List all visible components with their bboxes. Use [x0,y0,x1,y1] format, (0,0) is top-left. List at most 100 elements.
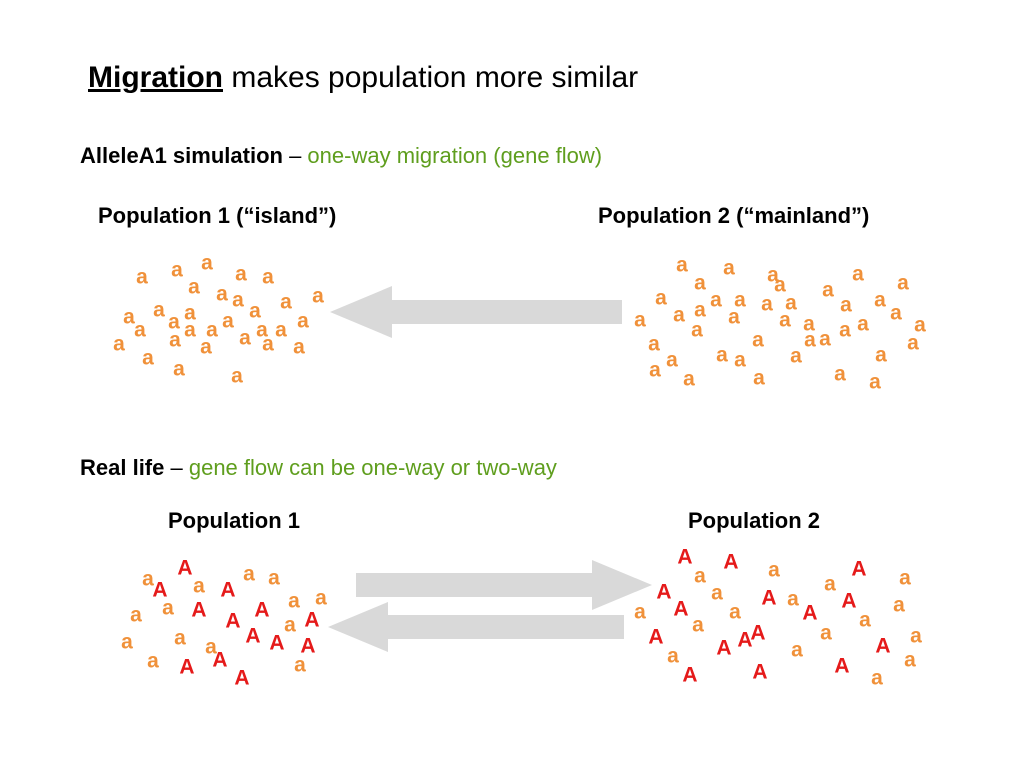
allele-a: a [649,358,661,382]
allele-A: A [179,655,195,679]
allele-a: a [694,298,706,322]
allele-a: a [297,309,309,333]
allele-A: A [875,634,891,658]
allele-a: a [890,301,902,325]
allele-a: a [899,566,911,590]
allele-a: a [787,587,799,611]
allele-A: A [177,556,193,580]
allele-a: a [869,370,881,394]
allele-a: a [824,572,836,596]
allele-A: A [834,654,850,678]
allele-a: a [275,318,287,342]
allele-A: A [191,598,207,622]
left-arrow-icon [328,602,624,652]
allele-a: a [284,613,296,637]
allele-a: a [716,343,728,367]
allele-a: a [222,309,234,333]
allele-a: a [753,366,765,390]
allele-a: a [711,581,723,605]
allele-a: a [142,346,154,370]
allele-a: a [315,586,327,610]
allele-a: a [803,312,815,336]
allele-a: a [694,271,706,295]
allele-a: a [280,290,292,314]
simulation-heading: AlleleA1 simulation – one-way migration … [80,141,602,171]
allele-a: a [914,313,926,337]
allele-a: a [785,291,797,315]
allele-a: a [822,278,834,302]
allele-a: a [692,613,704,637]
simulation-heading-bold: AlleleA1 simulation [80,143,283,168]
allele-a: a [288,589,300,613]
allele-a: a [239,326,251,350]
allele-a: a [206,318,218,342]
allele-A: A [716,636,732,660]
allele-a: a [774,273,786,297]
allele-a: a [676,253,688,277]
allele-a: a [804,328,816,352]
allele-a: a [162,596,174,620]
allele-A: A [851,557,867,581]
real-life-heading-green: gene flow can be one-way or two-way [188,455,557,480]
allele-a: a [673,303,685,327]
allele-a: a [293,335,305,359]
allele-a: a [262,265,274,289]
real-pop2-label: Population 2 [688,508,820,533]
allele-a: a [188,275,200,299]
allele-a: a [904,648,916,672]
allele-a: a [171,258,183,282]
title-keyword: Migration [88,61,223,94]
allele-a: a [761,292,773,316]
allele-a: a [113,332,125,356]
left-arrow-icon [330,286,622,338]
allele-a: a [910,624,922,648]
allele-A: A [234,666,250,690]
allele-a: a [666,348,678,372]
allele-A: A [682,663,698,687]
allele-a: a [857,312,869,336]
allele-a: a [153,298,165,322]
allele-a: a [235,262,247,286]
allele-a: a [734,288,746,312]
allele-a: a [232,288,244,312]
allele-A: A [761,586,777,610]
right-arrow-icon [356,560,652,610]
allele-a: a [859,608,871,632]
allele-a: a [184,318,196,342]
allele-A: A [723,550,739,574]
allele-a: a [243,562,255,586]
allele-a: a [655,286,667,310]
allele-a: a [875,343,887,367]
allele-a: a [249,299,261,323]
allele-A: A [254,598,270,622]
allele-a: a [723,256,735,280]
allele-A: A [752,660,768,684]
allele-a: a [871,666,883,690]
allele-a: a [790,344,802,368]
allele-a: a [231,364,243,388]
allele-a: a [839,318,851,342]
allele-A: A [841,589,857,613]
allele-a: a [173,357,185,381]
allele-a: a [193,574,205,598]
allele-a: a [819,327,831,351]
allele-A: A [802,601,818,625]
allele-a: a [134,318,146,342]
allele-a: a [130,603,142,627]
allele-a: a [294,653,306,677]
allele-a: a [691,318,703,342]
allele-A: A [300,634,316,658]
allele-a: a [168,310,180,334]
allele-A: A [152,578,168,602]
sim-pop1-label: Population 1 (“island”) [98,203,337,228]
allele-a: a [147,649,159,673]
allele-a: a [648,332,660,356]
simulation-heading-green: one-way migration (gene flow) [307,143,603,168]
allele-a: a [634,600,646,624]
real-pop1-label: Population 1 [168,508,300,533]
allele-A: A [212,648,228,672]
allele-a: a [667,644,679,668]
allele-A: A [245,624,261,648]
allele-a: a [907,331,919,355]
allele-a: a [728,305,740,329]
